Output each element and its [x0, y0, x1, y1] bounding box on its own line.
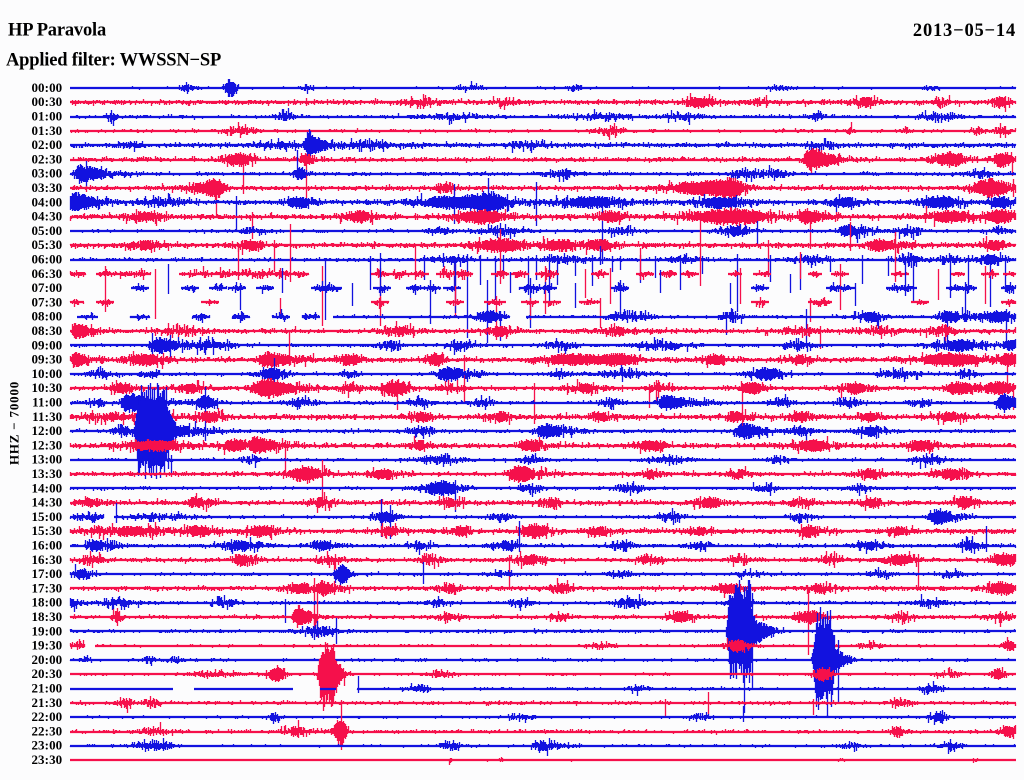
svg-text:04:30: 04:30 [31, 209, 62, 224]
svg-text:2013−05−14: 2013−05−14 [913, 21, 1016, 41]
svg-text:20:30: 20:30 [31, 666, 62, 681]
svg-text:Applied filter: WWSSN−SP: Applied filter: WWSSN−SP [6, 51, 221, 71]
svg-text:23:00: 23:00 [31, 738, 62, 753]
svg-text:18:30: 18:30 [31, 609, 62, 624]
svg-text:18:00: 18:00 [31, 595, 62, 610]
svg-text:17:30: 17:30 [31, 580, 62, 595]
svg-text:02:00: 02:00 [31, 137, 62, 152]
svg-text:15:00: 15:00 [31, 509, 62, 524]
svg-text:06:00: 06:00 [31, 252, 62, 267]
svg-text:HP Paravola: HP Paravola [8, 21, 106, 41]
svg-text:09:00: 09:00 [31, 337, 62, 352]
svg-text:23:30: 23:30 [31, 752, 62, 767]
svg-text:22:30: 22:30 [31, 723, 62, 738]
svg-text:19:00: 19:00 [31, 623, 62, 638]
svg-text:HHZ − 70000: HHZ − 70000 [7, 381, 22, 465]
svg-text:07:30: 07:30 [31, 294, 62, 309]
svg-text:21:00: 21:00 [31, 681, 62, 696]
svg-text:03:00: 03:00 [31, 166, 62, 181]
svg-text:12:00: 12:00 [31, 423, 62, 438]
svg-text:07:00: 07:00 [31, 280, 62, 295]
svg-text:05:30: 05:30 [31, 237, 62, 252]
svg-text:14:30: 14:30 [31, 495, 62, 510]
svg-text:01:30: 01:30 [31, 123, 62, 138]
svg-text:13:30: 13:30 [31, 466, 62, 481]
svg-text:17:00: 17:00 [31, 566, 62, 581]
svg-text:11:00: 11:00 [32, 395, 62, 410]
svg-text:00:00: 00:00 [31, 80, 62, 95]
svg-text:09:30: 09:30 [31, 352, 62, 367]
svg-text:08:30: 08:30 [31, 323, 62, 338]
svg-text:10:30: 10:30 [31, 380, 62, 395]
svg-text:16:30: 16:30 [31, 552, 62, 567]
svg-text:21:30: 21:30 [31, 695, 62, 710]
svg-text:04:00: 04:00 [31, 194, 62, 209]
svg-text:11:30: 11:30 [32, 409, 62, 424]
svg-text:16:00: 16:00 [31, 538, 62, 553]
svg-text:22:00: 22:00 [31, 709, 62, 724]
svg-text:13:00: 13:00 [31, 452, 62, 467]
svg-text:00:30: 00:30 [31, 94, 62, 109]
svg-text:03:30: 03:30 [31, 180, 62, 195]
svg-text:06:30: 06:30 [31, 266, 62, 281]
svg-text:01:00: 01:00 [31, 109, 62, 124]
svg-text:05:00: 05:00 [31, 223, 62, 238]
svg-text:12:30: 12:30 [31, 437, 62, 452]
svg-text:02:30: 02:30 [31, 151, 62, 166]
svg-text:19:30: 19:30 [31, 638, 62, 653]
svg-text:15:30: 15:30 [31, 523, 62, 538]
svg-text:20:00: 20:00 [31, 652, 62, 667]
svg-text:14:00: 14:00 [31, 480, 62, 495]
svg-text:08:00: 08:00 [31, 309, 62, 324]
svg-text:10:00: 10:00 [31, 366, 62, 381]
